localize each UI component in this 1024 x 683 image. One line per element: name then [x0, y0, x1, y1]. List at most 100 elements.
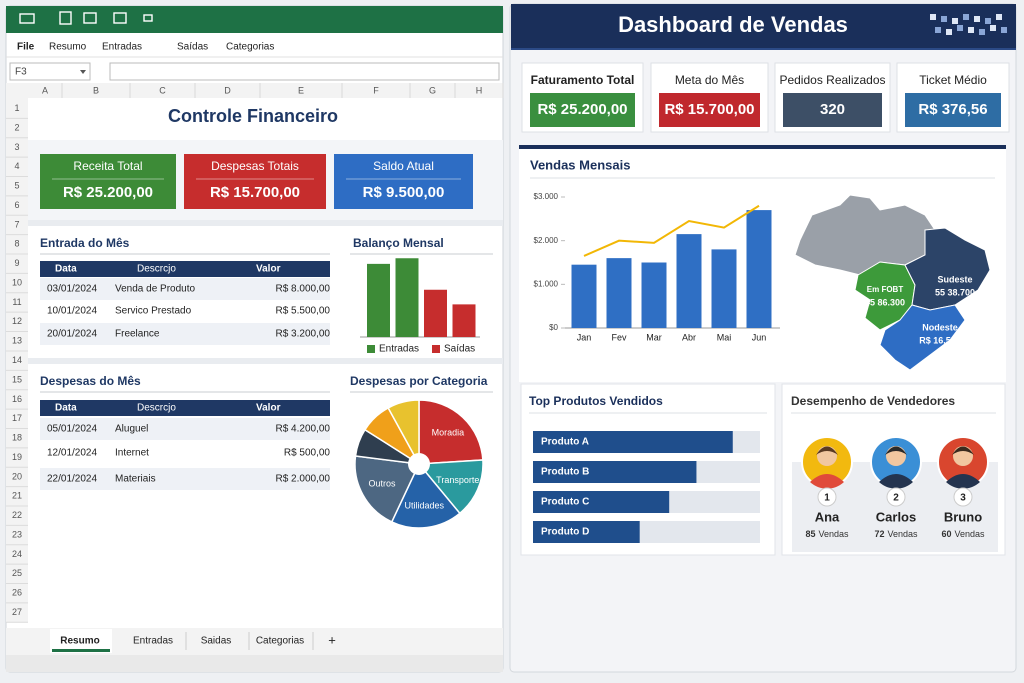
chart-title: Despesas por Categoria	[350, 374, 488, 388]
rank: 1	[824, 493, 830, 504]
seller-name: Carlos	[876, 509, 916, 524]
kpi-value: R$ 376,56	[918, 101, 987, 118]
bar	[606, 258, 632, 328]
map-region	[879, 304, 966, 371]
slice-label: Moradia	[432, 428, 465, 438]
sheet-tab[interactable]: +	[328, 632, 336, 647]
header-pixel	[935, 27, 941, 33]
toolbar-icon[interactable]	[19, 13, 35, 24]
panel-title: Desempenho de Vendedores	[791, 394, 955, 408]
header-pixel	[996, 14, 1002, 20]
bar	[533, 491, 670, 513]
toolbar-icon[interactable]	[143, 14, 153, 22]
card-value: R$ 9.500,00	[363, 184, 445, 201]
row-header: 8	[14, 239, 19, 249]
row-header: 6	[14, 200, 19, 210]
row-header: 22	[12, 510, 22, 520]
summary-card	[40, 154, 176, 209]
card-label: Receita Total	[73, 159, 142, 173]
legend-swatch	[367, 345, 375, 353]
row-header: 17	[12, 413, 22, 423]
kpi-label: Meta do Mês	[675, 73, 744, 87]
table-header	[40, 261, 330, 277]
sheet-tab[interactable]: Categorias	[256, 636, 304, 647]
table-cell: R$ 8.000,00	[276, 284, 331, 295]
table-cell: R$ 500,00	[284, 448, 331, 459]
menu-item[interactable]: File	[17, 42, 35, 53]
rank: 2	[893, 493, 899, 504]
row-header: 5	[14, 181, 19, 191]
column-header: H	[476, 85, 483, 95]
table-cell: 22/01/2024	[47, 474, 97, 485]
sheet-tab[interactable]: Saidas	[201, 636, 232, 647]
bar	[367, 263, 390, 337]
rank-badge	[953, 487, 973, 507]
header-pixel	[957, 25, 963, 31]
sheet-tab[interactable]: Entradas	[133, 636, 173, 647]
avatar-hair	[885, 446, 907, 455]
table-cell: 12/01/2024	[47, 448, 97, 459]
chart-title: Vendas Mensais	[530, 157, 630, 172]
table-cell: Materiais	[115, 474, 156, 485]
x-tick-label: Mar	[646, 332, 662, 342]
sheet-tab[interactable]: Resumo	[60, 636, 99, 647]
x-tick-label: Jun	[752, 332, 767, 342]
row-header: 4	[14, 161, 19, 171]
table-row	[40, 323, 330, 345]
table-row	[40, 278, 330, 300]
line	[583, 204, 760, 257]
bar-label: Produto C	[541, 497, 589, 508]
slice-label: Transporte	[436, 475, 479, 485]
row-header: 23	[12, 529, 22, 539]
row-header: 16	[12, 394, 22, 404]
map-label: Nodeste	[922, 322, 958, 332]
summary-card	[184, 154, 326, 209]
sheet-title: Controle Financeiro	[168, 106, 338, 126]
section-title: Entrada do Mês	[40, 236, 130, 250]
pie-slice	[390, 462, 461, 529]
map-value: R$ 16.500	[919, 335, 961, 345]
row-header: 26	[12, 588, 22, 598]
y-tick-label: $1.000	[534, 279, 559, 288]
kpi-value-box	[530, 93, 635, 127]
table-header-cell: Descrcjo	[137, 264, 176, 275]
formula-bar[interactable]	[109, 62, 500, 81]
menu-item[interactable]: Entradas	[102, 42, 142, 53]
tab-underline	[52, 649, 110, 652]
legend-label: Entradas	[379, 344, 419, 355]
menu-item[interactable]: Resumo	[49, 42, 87, 53]
toolbar-icon[interactable]	[113, 12, 127, 24]
name-box[interactable]	[9, 62, 91, 81]
kpi-value: R$ 15.700,00	[664, 101, 754, 118]
toolbar-icon[interactable]	[59, 11, 72, 25]
slice-label: Utilidades	[405, 500, 445, 510]
table-cell: 05/01/2024	[47, 424, 97, 435]
y-tick-label: $2.000	[534, 236, 559, 245]
table-cell: R$ 2.000,00	[276, 474, 331, 485]
y-tick-label: $0	[549, 323, 558, 332]
toolbar-icon[interactable]	[83, 12, 97, 24]
menu-item[interactable]: Categorias	[226, 42, 274, 53]
sales-count: 72	[874, 529, 884, 539]
pie-slice	[418, 399, 484, 465]
kpi-label: Ticket Médio	[919, 73, 987, 87]
avatar-body	[810, 474, 844, 489]
map-label: Em FOBT	[867, 285, 904, 294]
row-header: 19	[12, 452, 22, 462]
cell-ref: F3	[15, 67, 27, 78]
seller-name: Ana	[815, 509, 840, 524]
seller-sales: 85 Vendas	[805, 529, 849, 539]
map-value: 55 38.700	[935, 287, 975, 297]
table-cell: Internet	[115, 448, 149, 459]
menu-item[interactable]: Saídas	[177, 42, 208, 53]
map-value: 45 86.300	[865, 297, 905, 307]
table-cell: Servico Prestado	[115, 306, 192, 317]
table-cell: 03/01/2024	[47, 284, 97, 295]
kpi-value-box	[905, 93, 1001, 127]
kpi-label: Faturamento Total	[531, 73, 635, 87]
table-header-cell: Valor	[256, 403, 281, 414]
column-header: E	[298, 85, 304, 95]
header-pixel	[1001, 27, 1007, 33]
column-header: A	[42, 85, 48, 95]
y-tick-label: $3.000	[534, 192, 559, 201]
